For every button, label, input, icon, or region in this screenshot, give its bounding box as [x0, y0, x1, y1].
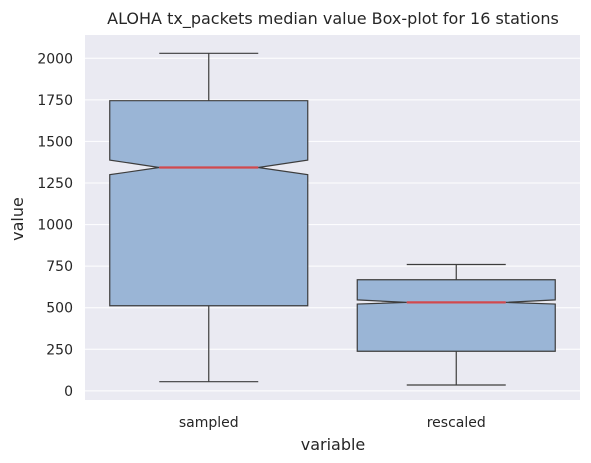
y-tick-label: 250 [46, 342, 73, 358]
x-axis-title: variable [301, 435, 366, 454]
y-tick-label: 1750 [37, 93, 73, 109]
y-tick-label: 0 [64, 384, 73, 400]
y-tick-label: 750 [46, 259, 73, 275]
box-body [109, 100, 309, 307]
box-rescaled [356, 263, 556, 386]
x-tick-label: sampled [179, 415, 239, 431]
y-tick-label: 1500 [37, 134, 73, 150]
y-tick-label: 1000 [37, 218, 73, 234]
box-body [356, 279, 556, 352]
y-tick-labels: 0 250 500 750 1000 1250 1500 1750 2000 [37, 51, 73, 400]
y-tick-label: 2000 [37, 51, 73, 67]
y-tick-label: 500 [46, 301, 73, 317]
x-tick-label: rescaled [427, 415, 486, 431]
x-tick-labels: sampled rescaled [179, 415, 486, 431]
box-sampled [109, 52, 309, 383]
y-axis-title: value [8, 197, 27, 241]
y-tick-label: 1250 [37, 176, 73, 192]
chart-title: ALOHA tx_packets median value Box-plot f… [107, 9, 559, 29]
boxes [109, 52, 556, 386]
